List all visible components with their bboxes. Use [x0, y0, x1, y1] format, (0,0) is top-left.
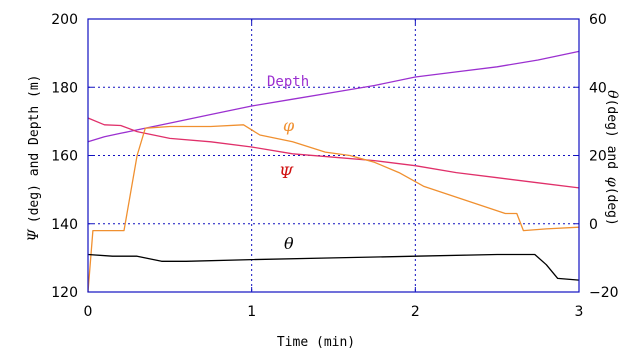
y-axis-label-right: θ(deg) and φ(deg)	[604, 90, 620, 226]
series-line-depth	[87, 50, 580, 143]
y-right-tick-label: 40	[589, 80, 607, 96]
y-right-tick-label: 20	[589, 149, 607, 165]
x-axis-label: Time (min)	[277, 335, 355, 350]
label-phi: φ	[283, 116, 295, 135]
label-theta: θ	[284, 234, 294, 253]
tick-labels: 0 1 2 3 120 140 160 180 200 −20 0 20 40 60	[51, 12, 618, 320]
series-line-theta	[87, 253, 580, 281]
y-right-tick-label: 0	[589, 217, 598, 233]
x-tick-label: 0	[84, 304, 93, 320]
y-right-tick-label: 60	[589, 12, 607, 28]
x-tick-label: 3	[575, 304, 584, 320]
series-line-psi	[87, 117, 580, 189]
y-right-tick-label: −20	[589, 285, 619, 301]
series-annotations: Depth φ Ψθ	[267, 74, 309, 253]
label-psi: Ψ	[279, 163, 294, 182]
phi-symbol: φ	[604, 177, 620, 187]
grid	[88, 19, 579, 292]
y-left-tick-label: 160	[51, 149, 78, 165]
y-left-tick-label: 120	[51, 285, 78, 301]
theta-symbol: θ	[604, 90, 620, 99]
y-axis-label-left: Ψ (deg) and Depth (m)	[26, 75, 42, 242]
label-depth: Depth	[267, 74, 309, 90]
x-tick-label: 1	[247, 304, 256, 320]
y-left-tick-label: 140	[51, 217, 78, 233]
series-lines	[87, 50, 580, 293]
y-left-tick-label: 180	[51, 80, 78, 96]
y-left-label-text: (deg) and Depth (m)	[27, 75, 42, 224]
psi-symbol: Ψ	[26, 229, 42, 242]
x-tick-label: 2	[411, 304, 420, 320]
y-left-tick-label: 200	[51, 12, 78, 28]
y-right-label-mid: (deg) and	[604, 99, 619, 177]
y-right-label-tail: (deg)	[604, 187, 619, 226]
series-line-phi	[87, 124, 580, 293]
